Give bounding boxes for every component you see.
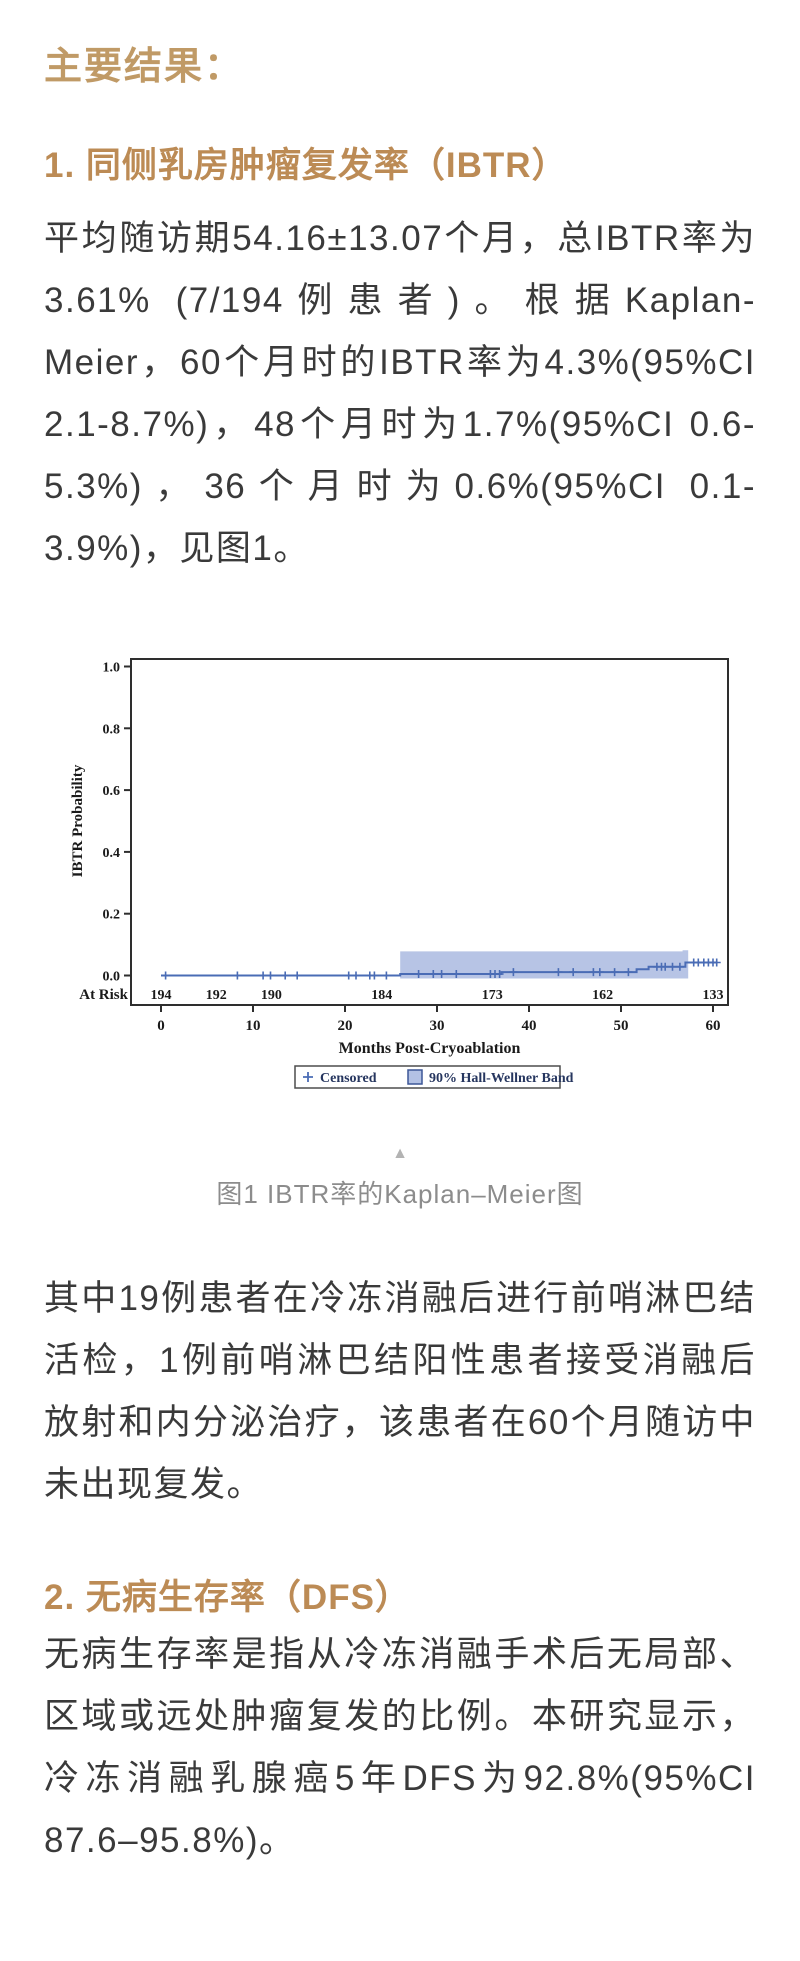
svg-text:30: 30	[430, 1018, 445, 1034]
at-risk-count: 184	[371, 988, 392, 1003]
svg-text:0.0: 0.0	[103, 969, 121, 984]
at-risk-count: 162	[592, 988, 613, 1003]
at-risk-count: 190	[261, 988, 282, 1003]
page-title: 主要结果：	[44, 46, 245, 88]
at-risk-count: 133	[703, 988, 724, 1003]
svg-text:1.0: 1.0	[103, 660, 121, 675]
legend-band-label: 90% Hall-Wellner Band	[429, 1071, 574, 1086]
legend-box	[294, 1065, 561, 1089]
svg-text:20: 20	[338, 1018, 353, 1034]
article-body: 主要结果： 1. 同侧乳房肿瘤复发率（IBTR） 平均随访期54.16±13.0…	[0, 48, 800, 1872]
section-1-paragraph-2: 其中19例患者在冷冻消融后进行前哨淋巴结活检，1例前哨淋巴结阳性患者接受消融后放…	[44, 1278, 756, 1504]
at-risk-count: 173	[482, 988, 503, 1003]
section-1-paragraph-1: 平均随访期54.16±13.07个月，总IBTR率为3.61% (7/194例患…	[44, 218, 756, 568]
svg-text:60: 60	[706, 1018, 721, 1034]
svg-text:50: 50	[614, 1018, 629, 1034]
legend-censored-label: Censored	[320, 1071, 377, 1086]
section-dfs: 2. 无病生存率（DFS） 无病生存率是指从冷冻消融手术后无局部、区域或远处肿瘤…	[44, 1577, 756, 1873]
plot-frame	[130, 657, 729, 1006]
y-axis-label: IBTR Probability	[70, 764, 86, 877]
svg-text:10: 10	[246, 1018, 261, 1034]
svg-text:0.2: 0.2	[103, 907, 121, 922]
section-ibtr: 1. 同侧乳房肿瘤复发率（IBTR） 平均随访期54.16±13.07个月，总I…	[44, 146, 756, 1516]
at-risk-count: 194	[151, 988, 172, 1003]
svg-text:0.8: 0.8	[103, 722, 121, 737]
svg-text:0.6: 0.6	[103, 784, 121, 799]
legend-censored-icon	[303, 1071, 313, 1082]
censor-marks	[161, 958, 721, 980]
svg-text:40: 40	[522, 1018, 537, 1034]
figure-caption: 图1 IBTR率的Kaplan–Meier图	[216, 1178, 584, 1209]
svg-text:0: 0	[157, 1018, 165, 1034]
section-1-heading: 1. 同侧乳房肿瘤复发率（IBTR）	[44, 146, 568, 185]
section-2-heading: 2. 无病生存率（DFS）	[44, 1577, 411, 1617]
x-axis-label: Months Post-Cryoablation	[339, 1040, 521, 1057]
km-chart-svg: 0.0 0.2 0.4 0.6 0.8 1.0 0 10 20 30 40 50 60 Months Po…	[70, 657, 729, 1089]
km-curve	[161, 961, 718, 977]
kaplan-meier-chart-image[interactable]: 0.0 0.2 0.4 0.6 0.8 1.0 0 10 20 30 40 50 60 Months Po…	[44, 602, 756, 1102]
legend-band-swatch	[407, 1069, 423, 1085]
collapse-arrow-icon: ▲	[392, 1144, 408, 1162]
section-2-paragraph-1: 无病生存率是指从冷冻消融手术后无局部、区域或远处肿瘤复发的比例。本研究显示，冷冻…	[44, 1635, 756, 1861]
at-risk-label: At Risk	[79, 987, 128, 1003]
figure-1: 0.0 0.2 0.4 0.6 0.8 1.0 0 10 20 30 40 50 60 Months Po…	[44, 602, 756, 1212]
svg-text:0.4: 0.4	[103, 846, 121, 861]
at-risk-count: 192	[206, 988, 227, 1003]
